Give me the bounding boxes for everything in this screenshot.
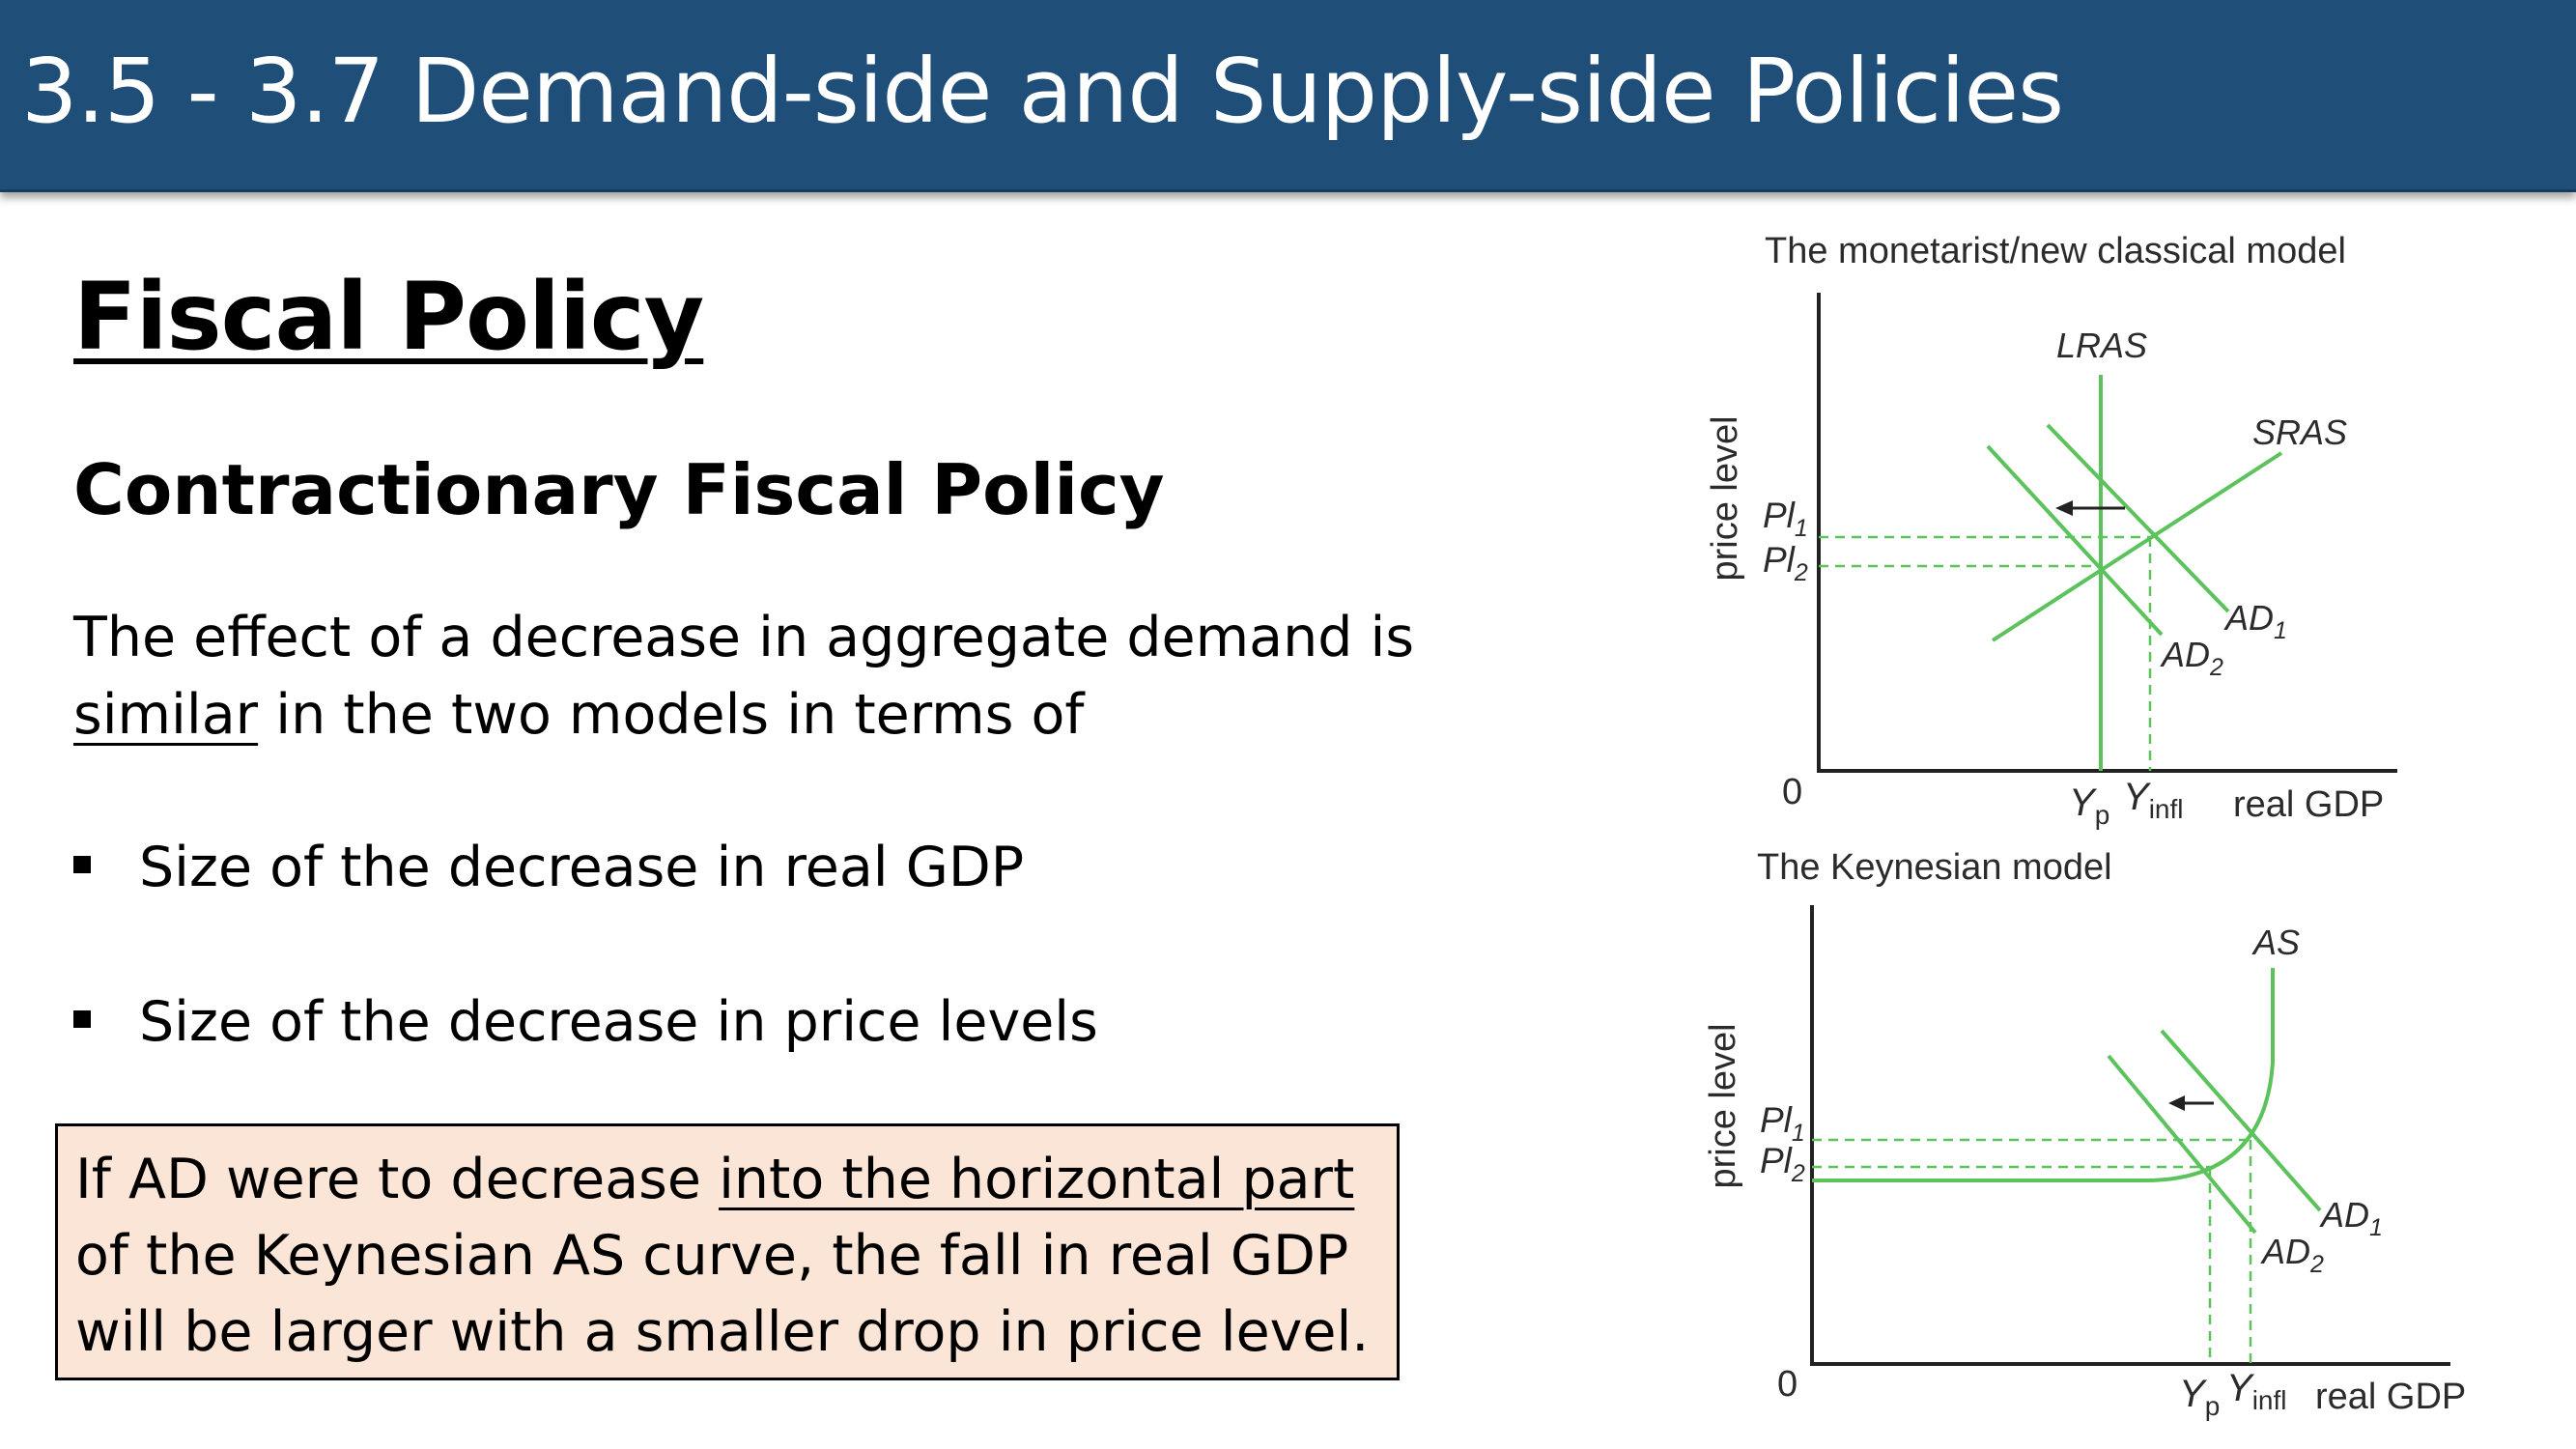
keynesian-arrow-head-icon	[2168, 1095, 2185, 1111]
keynesian-ad1-label: AD1	[2319, 1195, 2383, 1241]
monetarist-pl1-label: Pl1	[1763, 496, 1808, 542]
note-emphasis: into the horizontal part	[719, 1148, 1355, 1211]
intro-paragraph: The effect of a decrease in aggregate de…	[73, 599, 1426, 753]
monetarist-yp-label: Yp	[2069, 781, 2109, 830]
section-subheading: Contractionary Fiscal Policy	[73, 449, 1165, 530]
note-text-end: of the Keynesian AS curve, the fall in r…	[75, 1224, 1370, 1364]
note-box: If AD were to decrease into the horizont…	[55, 1123, 1400, 1380]
monetarist-origin-label: 0	[1782, 772, 1802, 812]
monetarist-sras-curve	[1991, 451, 2283, 642]
keynesian-yp-label: Yp	[2179, 1373, 2220, 1421]
bullet-text: Size of the decrease in real GDP	[139, 836, 1025, 899]
title-bar: 3.5 - 3.7 Demand-side and Supply-side Po…	[0, 0, 2576, 192]
keynesian-pl2-label: Pl2	[1760, 1141, 1805, 1187]
bullet-item-gdp: Size of the decrease in real GDP	[73, 829, 1024, 906]
note-text-start: If AD were to decrease	[75, 1148, 720, 1211]
keynesian-ad2-label: AD2	[2260, 1232, 2324, 1278]
monetarist-sras-label: SRAS	[2252, 412, 2347, 452]
section-heading: Fiscal Policy	[73, 263, 704, 371]
monetarist-arrow-head-icon	[2055, 500, 2073, 516]
monetarist-x-axis-label: real GDP	[2233, 784, 2384, 825]
intro-emphasis: similar	[73, 683, 259, 747]
monetarist-y-axis-label: price level	[1705, 415, 1745, 581]
keynesian-ad2-curve	[2107, 1054, 2257, 1235]
intro-text-end: in the two models in terms of	[258, 683, 1085, 747]
bullet-square-icon	[73, 1010, 91, 1029]
keynesian-yinfl-label: Yinfl	[2226, 1367, 2286, 1415]
monetarist-ad1-curve	[2046, 423, 2230, 613]
keynesian-origin-label: 0	[1777, 1364, 1798, 1405]
monetarist-ad1-label: AD1	[2223, 598, 2287, 644]
keynesian-as-curve	[1812, 968, 2275, 1182]
monetarist-lras-label: LRAS	[2056, 326, 2147, 365]
bullet-square-icon	[73, 856, 91, 874]
intro-text-start: The effect of a decrease in aggregate de…	[73, 606, 1415, 669]
keynesian-diagram: The Keynesian model price level real GDP…	[1703, 847, 2466, 1421]
monetarist-yinfl-label: Yinfl	[2123, 776, 2183, 824]
monetarist-title: The monetarist/new classical model	[1765, 231, 2346, 271]
bullet-item-price: Size of the decrease in price levels	[73, 983, 1098, 1061]
monetarist-ad2-label: AD2	[2160, 635, 2223, 681]
monetarist-diagram: The monetarist/new classical model price…	[1705, 231, 2397, 830]
keynesian-ad1-curve	[2160, 1029, 2322, 1212]
keynesian-y-axis-label: price level	[1703, 1023, 1743, 1188]
keynesian-x-axis-label: real GDP	[2315, 1377, 2466, 1417]
keynesian-pl1-label: Pl1	[1760, 1100, 1805, 1147]
note-text: If AD were to decrease into the horizont…	[75, 1142, 1397, 1371]
slide-title: 3.5 - 3.7 Demand-side and Supply-side Po…	[21, 40, 2064, 143]
monetarist-pl2-label: Pl2	[1763, 540, 1808, 586]
keynesian-title: The Keynesian model	[1757, 847, 2112, 888]
bullet-text: Size of the decrease in price levels	[139, 990, 1098, 1054]
monetarist-ad2-curve	[1986, 444, 2164, 637]
keynesian-as-label: AS	[2251, 923, 2300, 962]
